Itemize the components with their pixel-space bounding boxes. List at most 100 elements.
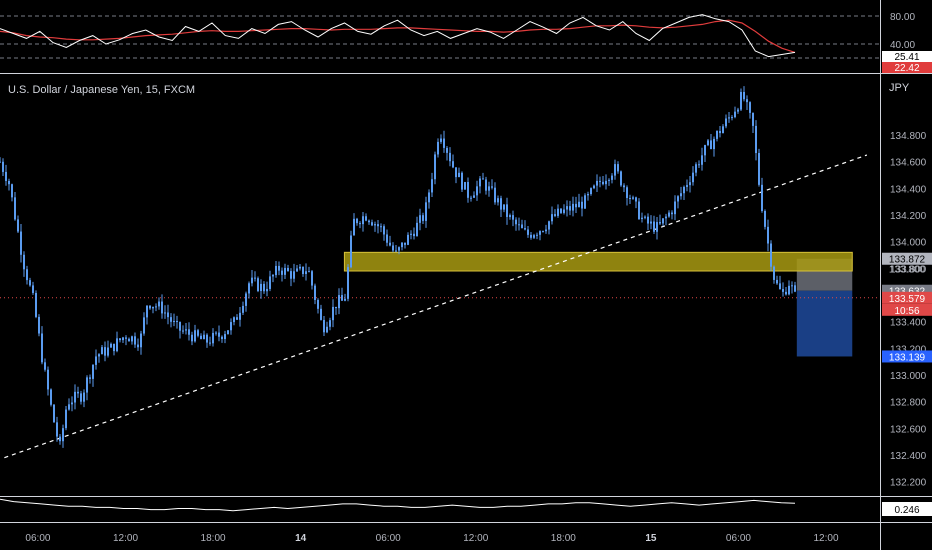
- candle-body: [611, 175, 613, 180]
- candle-body: [488, 186, 490, 191]
- candle-body: [200, 335, 202, 340]
- candle-body: [161, 301, 163, 314]
- candle-body: [227, 330, 229, 335]
- time-axis-tick: 12:00: [463, 533, 488, 544]
- candle-body: [716, 130, 718, 139]
- candle-body: [335, 306, 337, 309]
- price-tag-label-target: 133.139: [889, 352, 926, 363]
- candle-body: [515, 219, 517, 225]
- candle-body: [269, 276, 271, 289]
- candle-body: [539, 231, 541, 235]
- candle-body: [14, 197, 16, 220]
- candle-body: [8, 180, 10, 185]
- candle-body: [248, 283, 250, 294]
- candle-body: [686, 185, 688, 187]
- candle-body: [167, 312, 169, 318]
- candle-body: [701, 155, 703, 165]
- candle-body: [536, 234, 538, 236]
- candle-body: [584, 195, 586, 209]
- candle-body: [236, 317, 238, 320]
- rsi-ma-line: [0, 19, 796, 53]
- candle-body: [434, 154, 436, 180]
- currency-label[interactable]: JPY: [889, 82, 910, 94]
- candle-body: [125, 337, 127, 339]
- candle-body: [767, 226, 769, 244]
- candle-body: [356, 218, 358, 224]
- candle-body: [353, 218, 355, 236]
- candle-body: [188, 329, 190, 335]
- candle-body: [68, 404, 70, 410]
- candle-body: [314, 285, 316, 300]
- candle-body: [485, 179, 487, 191]
- candle-body: [506, 204, 508, 217]
- candle-body: [665, 216, 667, 219]
- candle-body: [527, 229, 529, 235]
- candle-body: [464, 182, 466, 190]
- candle-body: [413, 233, 415, 237]
- candle-body: [401, 242, 403, 248]
- candles-group: [0, 86, 796, 448]
- candle-body: [53, 404, 55, 423]
- candle-body: [548, 221, 550, 230]
- candle-body: [428, 192, 430, 203]
- candle-body: [257, 278, 259, 292]
- price-axis-tick: 132.200: [890, 478, 927, 489]
- candle-body: [635, 197, 637, 202]
- candle-body: [89, 377, 91, 379]
- rsi-value-tag: [882, 51, 932, 62]
- candle-body: [644, 216, 646, 218]
- candle-body: [674, 201, 676, 215]
- candle-body: [761, 184, 763, 211]
- candle-body: [458, 172, 460, 178]
- candle-body: [476, 186, 478, 196]
- candle-body: [554, 214, 556, 216]
- candle-body: [374, 224, 376, 226]
- candle-body: [410, 233, 412, 235]
- candle-body: [509, 215, 511, 217]
- candle-body: [461, 172, 463, 190]
- candle-body: [179, 321, 181, 331]
- candle-body: [212, 332, 214, 344]
- support-zone-rectangle: [343, 251, 853, 272]
- candle-body: [752, 112, 754, 126]
- candle-body: [494, 187, 496, 203]
- price-axis-tick: 133.200: [890, 344, 927, 355]
- candle-body: [173, 320, 175, 322]
- candle-body: [749, 102, 751, 113]
- candle-body: [647, 216, 649, 224]
- candle-body: [308, 271, 310, 273]
- candle-body: [44, 362, 46, 370]
- candle-body: [224, 334, 226, 340]
- candle-body: [38, 316, 40, 334]
- candle-body: [311, 271, 313, 286]
- candle-body: [122, 337, 124, 341]
- price-tag-label-countdown: 10:56: [894, 306, 919, 317]
- candle-body: [371, 222, 373, 226]
- candle-body: [119, 338, 121, 341]
- candle-body: [164, 312, 166, 314]
- candle-body: [734, 111, 736, 118]
- candle-body: [692, 172, 694, 183]
- volatility-value-tag: [882, 502, 932, 516]
- candle-body: [35, 292, 37, 317]
- candle-body: [563, 209, 565, 213]
- candle-body: [80, 393, 82, 402]
- candle-body: [23, 254, 25, 270]
- candle-body: [440, 138, 442, 142]
- candle-body: [182, 330, 184, 332]
- candle-body: [59, 436, 61, 442]
- rsi-axis-tick: 80.00: [890, 12, 915, 23]
- candle-body: [446, 147, 448, 153]
- candle-body: [398, 247, 400, 251]
- candle-body: [431, 179, 433, 193]
- price-axis-tick: 132.400: [890, 451, 927, 462]
- candle-body: [86, 377, 88, 393]
- candle-body: [560, 208, 562, 213]
- candle-body: [614, 164, 616, 176]
- trendline: [4, 154, 868, 459]
- candle-body: [704, 145, 706, 156]
- candle-body: [770, 243, 772, 267]
- candle-body: [794, 285, 796, 292]
- candle-body: [602, 181, 604, 185]
